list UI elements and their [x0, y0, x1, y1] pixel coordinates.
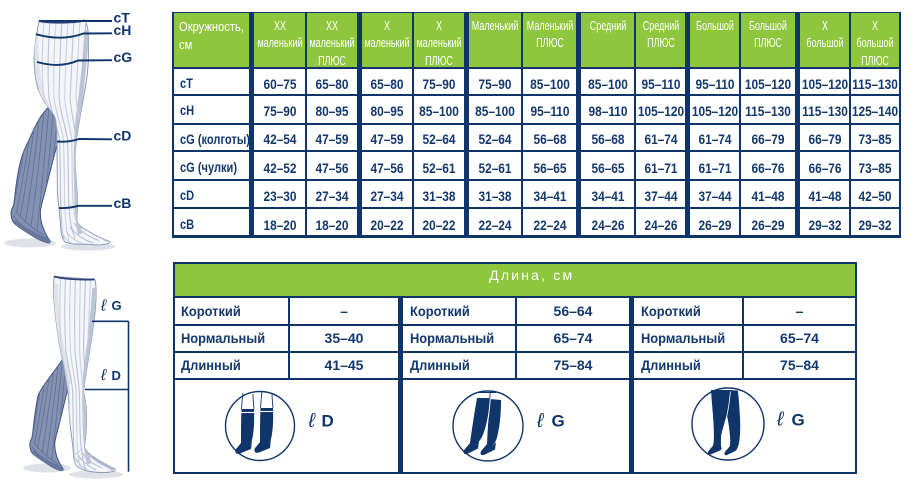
svg-text:D: D: [112, 368, 121, 383]
svg-text:cD: cD: [114, 128, 132, 144]
svg-text:cH: cH: [114, 22, 132, 38]
svg-text:G: G: [112, 298, 122, 313]
svg-text:ℓ: ℓ: [308, 410, 317, 432]
svg-text:G: G: [792, 410, 805, 429]
svg-text:ℓ: ℓ: [536, 410, 545, 432]
svg-text:D: D: [322, 411, 334, 430]
svg-text:cB: cB: [114, 195, 132, 211]
svg-text:ℓ: ℓ: [100, 298, 107, 315]
svg-text:cG: cG: [114, 49, 133, 65]
svg-text:cT: cT: [114, 10, 131, 26]
svg-text:ℓ: ℓ: [776, 408, 785, 430]
svg-text:ℓ: ℓ: [100, 367, 107, 384]
svg-text:G: G: [552, 411, 565, 430]
